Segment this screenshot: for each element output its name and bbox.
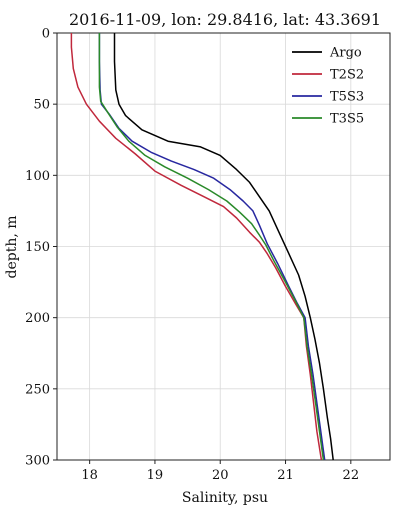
y-tick-label: 100	[25, 169, 50, 184]
y-tick-label: 200	[25, 311, 50, 326]
y-tick-label: 50	[33, 98, 50, 113]
legend-label-t2s2: T2S2	[330, 68, 364, 83]
y-tick-label: 0	[42, 27, 50, 42]
x-tick-label: 22	[343, 468, 360, 483]
chart-title: 2016-11-09, lon: 29.8416, lat: 43.3691	[69, 10, 381, 29]
y-tick-label: 300	[25, 454, 50, 469]
series-line-t3s5	[98, 33, 325, 461]
x-tick-label: 19	[147, 468, 164, 483]
legend-label-t5s3: T5S3	[330, 90, 364, 105]
legend: Argo T2S2 T5S3 T3S5	[292, 46, 364, 127]
x-axis-label: Salinity, psu	[182, 490, 268, 506]
y-axis: 0 50 100 150 200 250 300	[25, 27, 57, 469]
x-tick-label: 18	[81, 468, 98, 483]
x-axis: 18 19 20 21 22	[81, 460, 359, 483]
x-tick-label: 21	[277, 468, 294, 483]
y-tick-label: 150	[25, 240, 50, 255]
x-tick-label: 20	[212, 468, 229, 483]
y-axis-label: depth, m	[4, 215, 20, 278]
legend-label-t3s5: T3S5	[330, 112, 364, 127]
series-group	[70, 33, 334, 461]
legend-label-argo: Argo	[329, 46, 362, 61]
series-line-argo	[113, 33, 334, 461]
y-tick-label: 250	[25, 382, 50, 397]
